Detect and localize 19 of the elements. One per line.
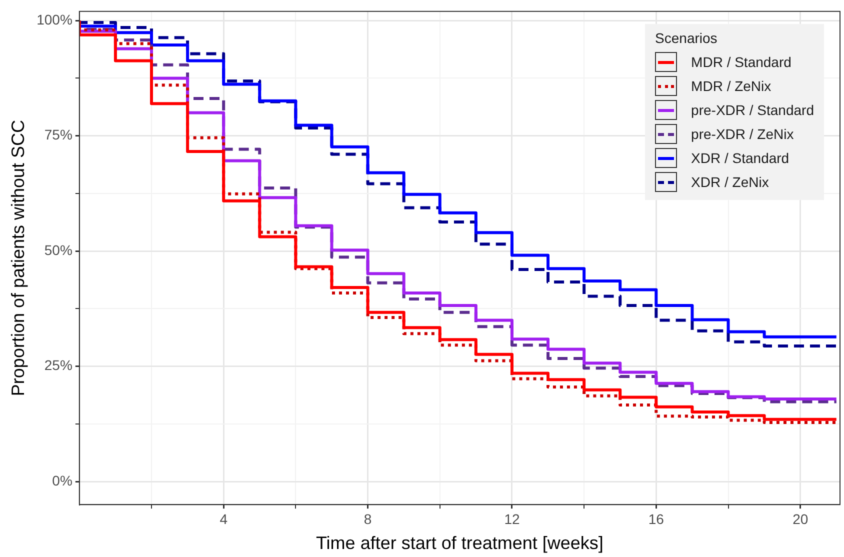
y-tick-label: 25% [44, 357, 72, 374]
y-tick-label: 100% [36, 11, 72, 28]
legend-label: MDR / Standard [691, 54, 792, 70]
legend-title: Scenarios [655, 30, 718, 46]
legend-label: pre-XDR / Standard [691, 102, 814, 118]
x-tick-label: 16 [648, 510, 664, 527]
y-axis-title: Proportion of patients without SCC [8, 120, 28, 396]
legend-label: XDR / ZeNix [691, 174, 769, 190]
x-tick-label: 12 [504, 510, 520, 527]
legend-label: MDR / ZeNix [691, 78, 772, 94]
y-tick-label: 0% [52, 472, 72, 488]
x-axis-title: Time after start of treatment [weeks] [316, 533, 604, 554]
y-tick-label: 50% [44, 242, 72, 258]
x-tick-label: 4 [220, 510, 228, 527]
legend-label: pre-XDR / ZeNix [691, 126, 794, 142]
legend-label: XDR / Standard [691, 150, 790, 166]
x-tick-label: 8 [364, 510, 372, 527]
x-tick-label: 20 [792, 510, 808, 527]
y-tick-label: 75% [44, 126, 72, 143]
